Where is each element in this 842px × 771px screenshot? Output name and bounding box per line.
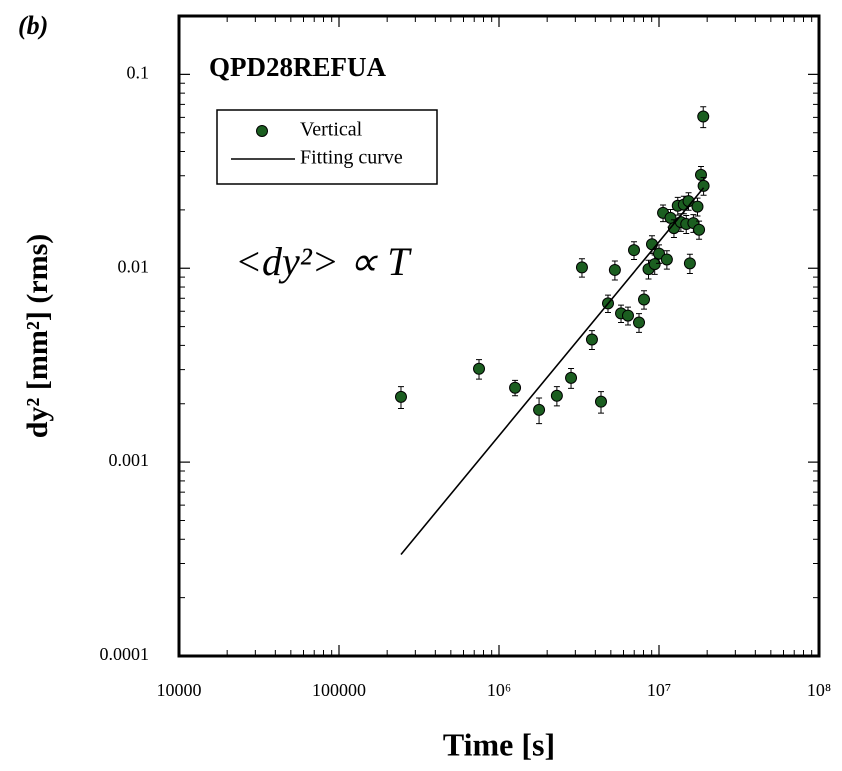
data-point	[660, 253, 673, 266]
x-tick-label: 10000	[157, 680, 202, 700]
data-point	[633, 316, 646, 329]
annotation: <dy²> ∝ T	[235, 239, 412, 284]
legend-box	[216, 109, 438, 185]
data-point	[683, 257, 696, 270]
data-point	[608, 263, 621, 276]
data-point	[691, 200, 704, 213]
chart-title: QPD28REFUA	[209, 52, 386, 82]
data-point	[648, 258, 661, 271]
data-point	[533, 403, 546, 416]
data-point	[697, 110, 710, 123]
data-point	[638, 293, 651, 306]
fit-line	[400, 187, 705, 555]
data-point	[594, 395, 607, 408]
data-point	[509, 381, 522, 394]
data-point	[621, 309, 634, 322]
y-axis-label: dy² [mm²] (rms)	[21, 234, 54, 439]
x-axis-label: Time [s]	[443, 726, 555, 762]
y-tick-label: 0.1	[127, 62, 150, 82]
legend-marker	[256, 125, 268, 137]
data-point	[628, 244, 641, 257]
y-tick-label: 0.0001	[100, 644, 150, 664]
plot-frame	[177, 14, 821, 658]
data-point	[565, 371, 578, 384]
x-tick-label: 10⁷	[647, 680, 671, 700]
data-point	[585, 333, 598, 346]
x-tick-label: 100000	[312, 680, 366, 700]
data-point	[394, 390, 407, 403]
data-point	[697, 179, 710, 192]
legend-label: Vertical	[300, 119, 363, 141]
y-tick-label: 0.001	[109, 450, 150, 470]
data-point	[550, 389, 563, 402]
data-point	[645, 238, 658, 251]
x-tick-label: 10⁸	[807, 680, 831, 700]
y-tick-label: 0.01	[118, 256, 150, 276]
data-point	[473, 362, 486, 375]
data-point	[575, 261, 588, 274]
data-point	[694, 168, 707, 181]
panel-label: (b)	[18, 11, 48, 40]
legend-label: Fitting curve	[300, 147, 403, 169]
x-tick-label: 10⁶	[487, 680, 511, 700]
data-point	[693, 223, 706, 236]
